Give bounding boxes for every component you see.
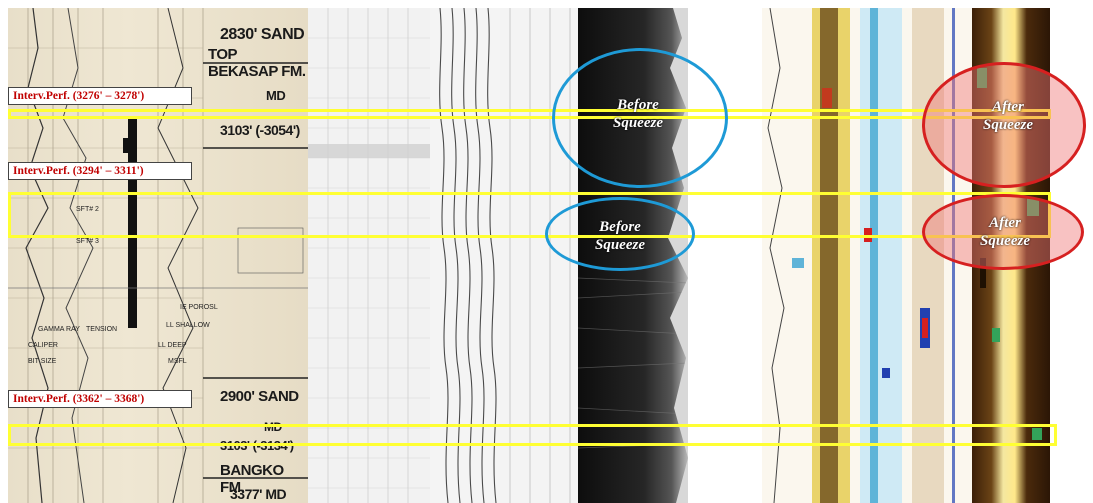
log-label-bangko: BANGKO FM. bbox=[220, 462, 284, 496]
log-label-depth-1: 3103' (-3054') bbox=[220, 122, 300, 138]
log-label-tension: TENSION bbox=[86, 326, 118, 333]
after-squeeze-oval-1 bbox=[922, 62, 1086, 188]
log-label-sft2: SFT# 2 bbox=[76, 206, 99, 213]
interval-label-3: Interv.Perf. (3362' – 3368') bbox=[8, 390, 192, 408]
log-label-porosity: IE POROSL bbox=[180, 304, 218, 311]
interval-band-2 bbox=[8, 192, 1051, 238]
after-squeeze-oval-2 bbox=[922, 194, 1084, 270]
interval-band-1 bbox=[8, 109, 1051, 119]
log-label-ll-shallow: LL SHALLOW bbox=[166, 322, 210, 329]
log-label-msfl: MSFL bbox=[168, 358, 187, 365]
before-squeeze-oval-2 bbox=[545, 197, 695, 271]
before-squeeze-oval-1 bbox=[552, 48, 728, 188]
log-label-caliper: CALIPER bbox=[28, 342, 58, 349]
log-label-2900-sand: 2900' SAND bbox=[220, 388, 299, 405]
after-squeeze-text-1: After Squeeze bbox=[983, 99, 1033, 133]
before-squeeze-text-1: Before Squeeze bbox=[613, 97, 663, 131]
log-label-2830-sand: 2830' SAND bbox=[220, 26, 305, 43]
before-squeeze-text-2: Before Squeeze bbox=[595, 219, 645, 253]
cbl-grid-svg bbox=[308, 8, 430, 503]
log-label-md-2: MD bbox=[264, 420, 282, 434]
vdl-wave-svg bbox=[439, 8, 571, 503]
log-label-top-bekasap: TOP BEKASAP FM. bbox=[208, 46, 306, 80]
vdl-wave-panel bbox=[430, 8, 580, 503]
cement-bond-grid-panel bbox=[308, 8, 430, 503]
after-squeeze-text-2: After Squeeze bbox=[980, 215, 1030, 249]
interval-label-1: Interv.Perf. (3276' – 3278') bbox=[8, 87, 192, 105]
interval-band-3 bbox=[8, 424, 1057, 446]
log-label-depth-3: 3377' MD bbox=[230, 486, 287, 502]
interval-label-2: Interv.Perf. (3294' – 3311') bbox=[8, 162, 192, 180]
log-label-gamma: GAMMA RAY bbox=[38, 326, 80, 333]
log-label-md-1: MD bbox=[266, 88, 286, 103]
log-label-sft3: SFT# 3 bbox=[76, 238, 99, 245]
log-label-bitsize: BIT SIZE bbox=[28, 358, 57, 365]
log-label-ll-deep: LL DEEP bbox=[158, 342, 187, 349]
